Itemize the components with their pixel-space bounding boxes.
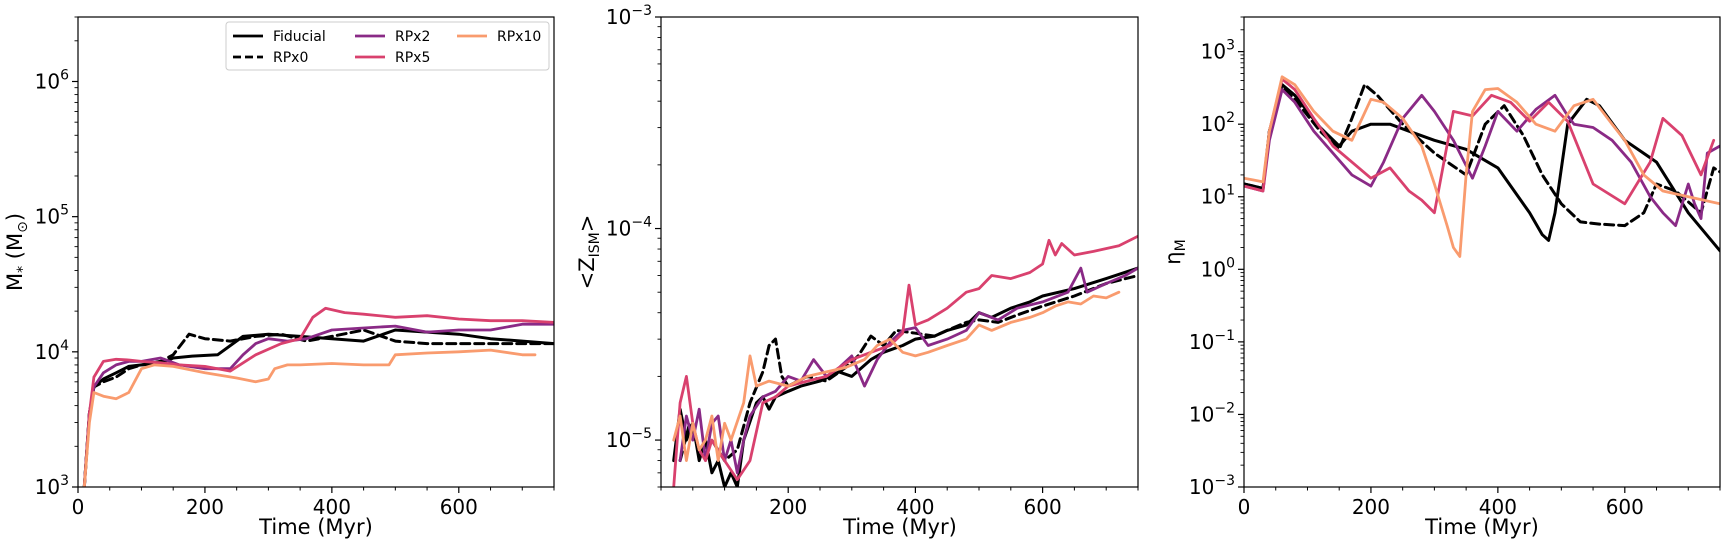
x-tick-label: 400	[1479, 495, 1517, 519]
series-line-rpx2	[1244, 88, 1720, 228]
plot-frame	[1243, 16, 1721, 488]
legend-box	[225, 21, 550, 71]
series-line-rpx2	[678, 266, 1138, 475]
y-tick-label: 10−3	[606, 3, 652, 29]
series-line-rpx5	[672, 234, 1138, 487]
series-line-fiducial	[1244, 83, 1720, 253]
x-tick-label: 0	[1238, 495, 1251, 519]
series-group	[82, 306, 554, 487]
panel-ism-metallicity: 200 400 600 10−5 10−4 10−3 Time (Myr) <ZISM>	[575, 3, 1139, 539]
legend-label-fiducial: Fiducial	[273, 29, 326, 45]
y-tick-label: 101	[1201, 183, 1235, 209]
series-line-fiducial	[82, 328, 554, 487]
x-tick-label: 600	[1606, 495, 1644, 519]
x-tick-label: 200	[186, 495, 224, 519]
x-axis-label: Time (Myr)	[258, 515, 373, 539]
y-axis-label: ηM	[1161, 239, 1189, 264]
x-tick-label: 600	[440, 495, 478, 519]
series-line-rpx10	[1244, 75, 1720, 258]
plot-frame	[77, 16, 555, 488]
x-tick-label: 600	[1024, 495, 1062, 519]
x-axis-label: Time (Myr)	[1424, 515, 1539, 539]
legend: Fiducial RPx0 RPx2 RPx5 RPx10	[225, 21, 550, 71]
panel-mass-loading: 0 200 400 600 10−3 10−2 10−1 100 101 102 103 Time …	[1161, 16, 1721, 539]
y-tick-label: 104	[35, 338, 69, 364]
legend-label-rpx10: RPx10	[497, 29, 541, 45]
y-tick-label: 10−1	[1189, 328, 1235, 354]
x-tick-label: 0	[72, 495, 85, 519]
series-line-rpx0	[678, 274, 1138, 463]
series-line-rpx10	[82, 348, 537, 487]
series-group	[1244, 75, 1720, 258]
plot-frame	[660, 16, 1139, 488]
series-line-rpx10	[672, 290, 1121, 463]
legend-label-rpx0: RPx0	[273, 50, 308, 66]
series-line-fiducial	[672, 266, 1138, 487]
y-tick-label: 103	[1201, 38, 1235, 64]
y-tick-label: 10−5	[606, 426, 652, 452]
ticks-group: 200 400 600 10−5 10−4 10−3	[606, 3, 1139, 519]
series-line-rpx5	[1244, 77, 1716, 215]
legend-label-rpx5: RPx5	[395, 50, 430, 66]
y-tick-label: 102	[1201, 110, 1235, 136]
series-line-rpx2	[82, 322, 554, 487]
y-tick-label: 106	[35, 67, 69, 93]
series-group	[672, 234, 1138, 487]
ticks-group: 0 200 400 600 10−3 10−2 10−1 100 101 102 103	[1189, 16, 1721, 519]
x-tick-label: 200	[1352, 495, 1390, 519]
ticks-group: 0 200 400 600 103 104 105 106	[35, 16, 555, 519]
y-tick-label: 105	[35, 203, 69, 229]
y-tick-label: 10−2	[1189, 400, 1235, 426]
y-tick-label: 103	[35, 473, 69, 499]
y-axis-label: <ZISM>	[575, 215, 603, 290]
x-tick-label: 200	[769, 495, 807, 519]
y-tick-label: 100	[1201, 255, 1235, 281]
y-tick-label: 10−3	[1189, 473, 1235, 499]
x-tick-label: 400	[896, 495, 934, 519]
panel-stellar-mass: 0 200 400 600 103 104 105 106 Time (Myr) M* (M⊙…	[3, 16, 555, 539]
series-line-rpx5	[82, 306, 554, 487]
y-axis-label: M* (M⊙)	[3, 213, 31, 291]
x-tick-label: 400	[313, 495, 351, 519]
y-tick-label: 10−4	[606, 215, 652, 241]
legend-label-rpx2: RPx2	[395, 29, 430, 45]
x-axis-label: Time (Myr)	[842, 515, 957, 539]
series-line-rpx0	[82, 328, 554, 487]
